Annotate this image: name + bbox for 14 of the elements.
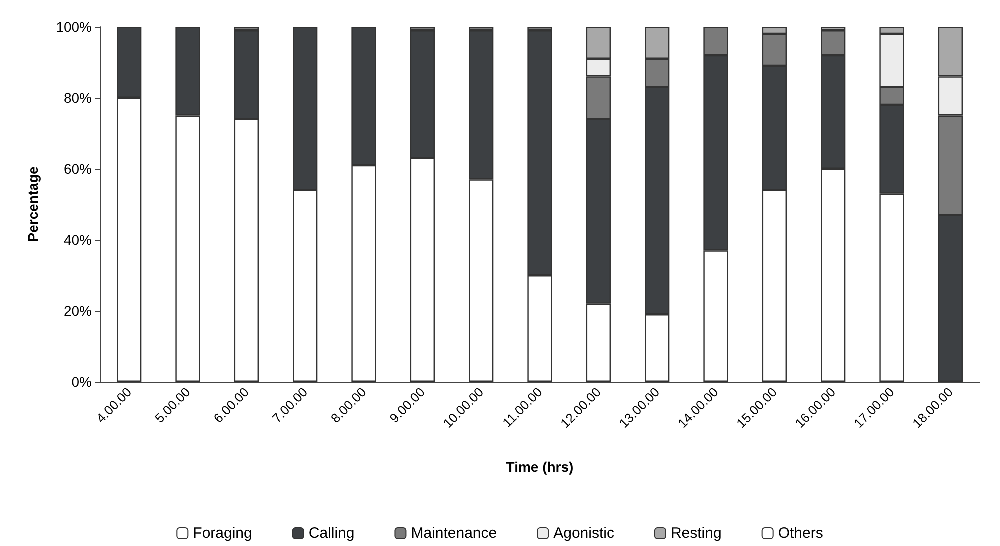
y-tick-label: 80% [64, 90, 92, 106]
y-tick-label: 100% [56, 19, 92, 35]
y-tick-label: 40% [64, 232, 92, 248]
x-axis-title: Time (hrs) [506, 459, 574, 475]
legend-label: Calling [308, 525, 355, 542]
y-tick-label: 0% [72, 374, 92, 390]
y-tick-label: 60% [64, 161, 92, 177]
legend-label: Maintenance [411, 525, 498, 542]
y-tick-label: 20% [64, 303, 92, 319]
legend-label: Others [778, 525, 824, 542]
y-axis-title: Percentage [25, 166, 41, 242]
legend-label: Resting [670, 525, 722, 542]
legend-label: Agonistic [554, 525, 615, 542]
legend-label: Foraging [193, 525, 252, 542]
